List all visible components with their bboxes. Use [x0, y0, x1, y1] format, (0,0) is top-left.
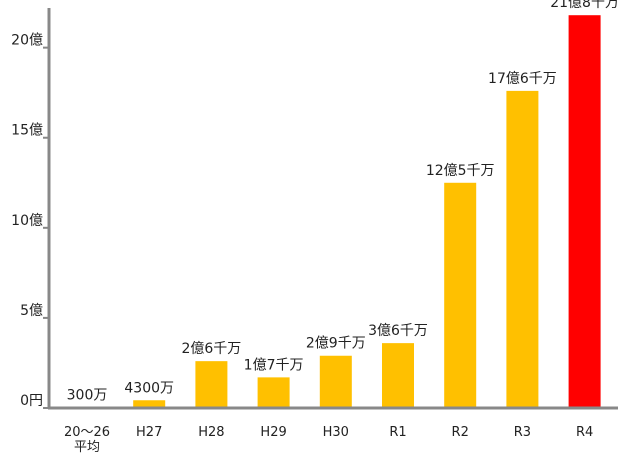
data-label: 300万: [67, 387, 108, 403]
y-tick-label: 15億: [11, 123, 43, 139]
bar: [444, 182, 477, 408]
data-label: 2億9千万: [306, 336, 366, 352]
y-axis: 0円 5億 10億 15億 20億: [11, 33, 49, 409]
bar: [506, 90, 539, 409]
data-label: 4300万: [124, 380, 174, 396]
x-tick-label: R3: [514, 425, 531, 440]
y-tick-label: 10億: [11, 213, 43, 229]
x-tick-label: 平均: [74, 440, 100, 455]
x-tick-label: R2: [452, 425, 469, 440]
y-tick-label: 20億: [11, 33, 43, 49]
bar: [195, 361, 228, 408]
y-tick-label: 5億: [20, 303, 43, 319]
x-tick-label: H27: [136, 425, 162, 440]
data-label: 17億6千万: [488, 71, 557, 87]
x-tick-label: 20～26: [64, 425, 110, 440]
x-tick-label: H30: [323, 425, 349, 440]
bar: [382, 343, 414, 408]
bar: [568, 15, 601, 408]
bar: [257, 377, 290, 408]
x-tick-label: H29: [260, 425, 286, 440]
x-tick-label: H28: [198, 425, 224, 440]
bar: [133, 400, 166, 408]
data-label: 1億7千万: [244, 357, 304, 373]
data-label: 12億5千万: [426, 163, 495, 179]
x-tick-label: R4: [576, 425, 593, 440]
y-tick-label: 0円: [20, 393, 43, 409]
data-label: 21億8千万: [550, 0, 619, 11]
data-label: 3億6千万: [368, 323, 428, 339]
bars: [71, 15, 601, 409]
bar: [319, 355, 352, 408]
x-tick-label: R1: [389, 425, 406, 440]
data-label: 2億6千万: [181, 341, 241, 357]
